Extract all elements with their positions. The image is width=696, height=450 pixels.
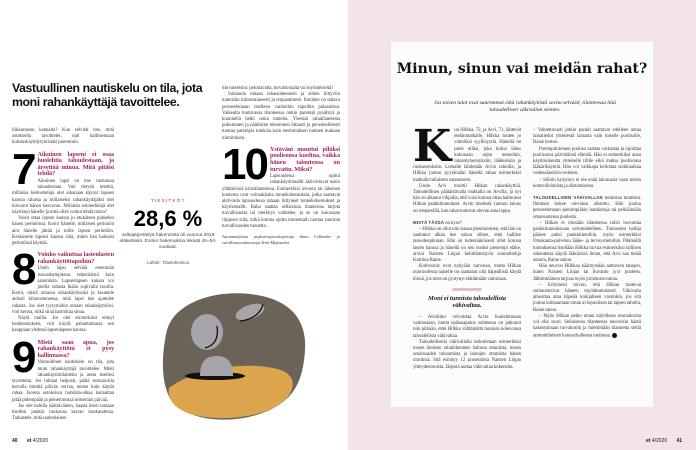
page-number: 40 <box>12 438 18 444</box>
question-number-8: 8 <box>12 245 37 295</box>
question-number-10: 10 <box>222 139 269 189</box>
subheading-rest: on kyse? <box>444 220 462 226</box>
pull-quote: Moni ei tunnista taloudellista väkivalta… <box>413 287 521 310</box>
article-panel <box>391 42 653 407</box>
fact-value: 28,6 % <box>133 206 203 231</box>
coin-falling <box>191 314 223 350</box>
left-column-1: liikkumisen kannalta? Kun selvität itse,… <box>12 128 114 422</box>
fact-text: velkajärjestelyä hakeneista oli vuonna 2… <box>119 233 217 251</box>
issue: 4/2020 <box>32 438 49 444</box>
subheading-rest: tunnistaa tunteista. Ihminen kokee oleva… <box>533 196 641 220</box>
page-footer-left: 40 et 4/2020 <box>12 438 48 444</box>
paragraph: Aikuinen lapsi on itse vastuussa taloude… <box>12 178 114 215</box>
paragraph: – Erityisesti toivon, että Hilkan tuntev… <box>533 282 641 313</box>
last-paragraph-text: – Myös Hilkan pelko oman käytöksen seura… <box>533 313 641 339</box>
subheading-lead: MISTÄ TÄSSÄ <box>413 219 445 225</box>
expert-credit: Asiantuntijoina psykoterapeuttiopettaja … <box>222 234 340 245</box>
paragraph: Hän neuvoo Hilkkaa kääntymään auttavien … <box>533 264 641 282</box>
coins-purse-illustration <box>162 293 306 420</box>
page-footer-right: et 4/2020 41 <box>646 438 682 444</box>
page-number: 41 <box>676 438 683 444</box>
right-column-b: – Valitettavasti jotkin pankit saattavat… <box>533 128 641 339</box>
left-headline: Vastuullinen nautiskelu on tila, jota mo… <box>12 81 203 109</box>
paragraph: Kotirouvat ovat nykyään harvassa, mutta … <box>413 264 521 282</box>
question-heading-10: Ystäväni muuttui pihiksi puolisonsa kuol… <box>269 145 340 173</box>
issue: 4/2020 <box>651 438 668 444</box>
paragraph: Usein lapsi selviää enemmän isovanhempie… <box>12 266 114 315</box>
paragraph: – Avioliitto velvoittaa Arvia huolehtima… <box>413 315 521 339</box>
article-subtitle: Jos toisen tulot ovat suuremmat eikä rah… <box>434 100 616 114</box>
question-number-7: 7 <box>12 144 37 194</box>
paragraph: Jos olet todella säästäväinen, haasta it… <box>12 403 114 422</box>
question-heading-9: Mistä saan apua, jos rahankäyttöni ei py… <box>37 338 114 359</box>
magazine-logo: et <box>26 438 32 444</box>
magazine-logo: et <box>646 438 651 444</box>
paragraph: – Hilkka on ollut niin kauan pienituloin… <box>413 227 521 264</box>
question-number-9: 9 <box>12 332 37 382</box>
paragraph: Voisit ottaa lapsen kanssa jo etukäteen … <box>12 216 114 247</box>
paragraph: Lapsuudessa opitut rahankäyttömallit akt… <box>222 174 340 229</box>
pull-quote-brush-mark <box>452 287 482 291</box>
paragraph: Näytä mallia. Jos olet esimerkiksi tehny… <box>12 316 114 334</box>
question-heading-8: Voinko vaikuttaa lastenlasten rahankäytt… <box>37 251 114 265</box>
paragraph: Parempituloinen puoliso saattaa vaikutta… <box>533 146 641 177</box>
paragraph: Usein Arvi moittii Hilkan rahankäyttöä. … <box>413 183 521 214</box>
paragraph: – Hilkan ei missään tilanteessa tulisi l… <box>533 220 641 264</box>
coin-in-slot <box>200 356 233 376</box>
question-heading-7: Aikuinen lapseni ei osaa huolehtia talou… <box>37 150 114 178</box>
left-column-3: tiin tunteisiin: pelottavalta, turvattom… <box>222 86 340 245</box>
drop-cap: K <box>413 121 452 172</box>
paragraph: Suhtaudu omaan rahasuhteeseesi ja siihen… <box>222 92 340 141</box>
paragraph: – Silloin kysymys ei ole enää talousasia… <box>533 177 641 189</box>
paragraph: – Valitettavasti jotkin pankit saattavat… <box>533 128 641 146</box>
right-column-a: K un Hilkka, 72, ja Arvi, 71, lähtevät e… <box>413 121 521 371</box>
subheading: MISTÄ TÄSSÄ on kyse? <box>413 220 521 227</box>
paragraph: Taloudellisella väkivallalla tarkoitetaa… <box>413 339 521 370</box>
paragraph: – Myös Hilkan pelko oman käytöksen seura… <box>533 314 641 339</box>
pull-quote-text: Moni ei tunnista taloudellista väkivalta… <box>428 294 506 310</box>
paragraph: un Hilkka, 72, ja Arvi, 71, lähtevät ete… <box>413 128 521 183</box>
coin-falling <box>235 303 265 321</box>
paragraph: Vastuullinen nautiskelu on tila, jota mo… <box>12 360 114 403</box>
fact-label: TIESITKÖ? <box>150 198 186 203</box>
fact-box: TIESITKÖ? 28,6 % velkajärjestelyä hakene… <box>118 198 218 265</box>
fact-source: Lähde: Tilastokeskus <box>146 259 190 265</box>
intro-paragraph: liikkumisen kannalta? Kun selvität itse,… <box>12 128 114 146</box>
et-logo-icon <box>611 332 617 338</box>
subheading-lead: TALOUDELLISEN VÄKIVALLAN <box>533 195 603 201</box>
article-title: Minun, sinun vai meidän rahat? <box>396 61 648 77</box>
paragraph: tiin tunteisiin: pelottavalta, turvattom… <box>222 86 334 91</box>
subheading-paragraph: TALOUDELLISEN VÄKIVALLAN tunnistaa tunte… <box>533 195 641 221</box>
